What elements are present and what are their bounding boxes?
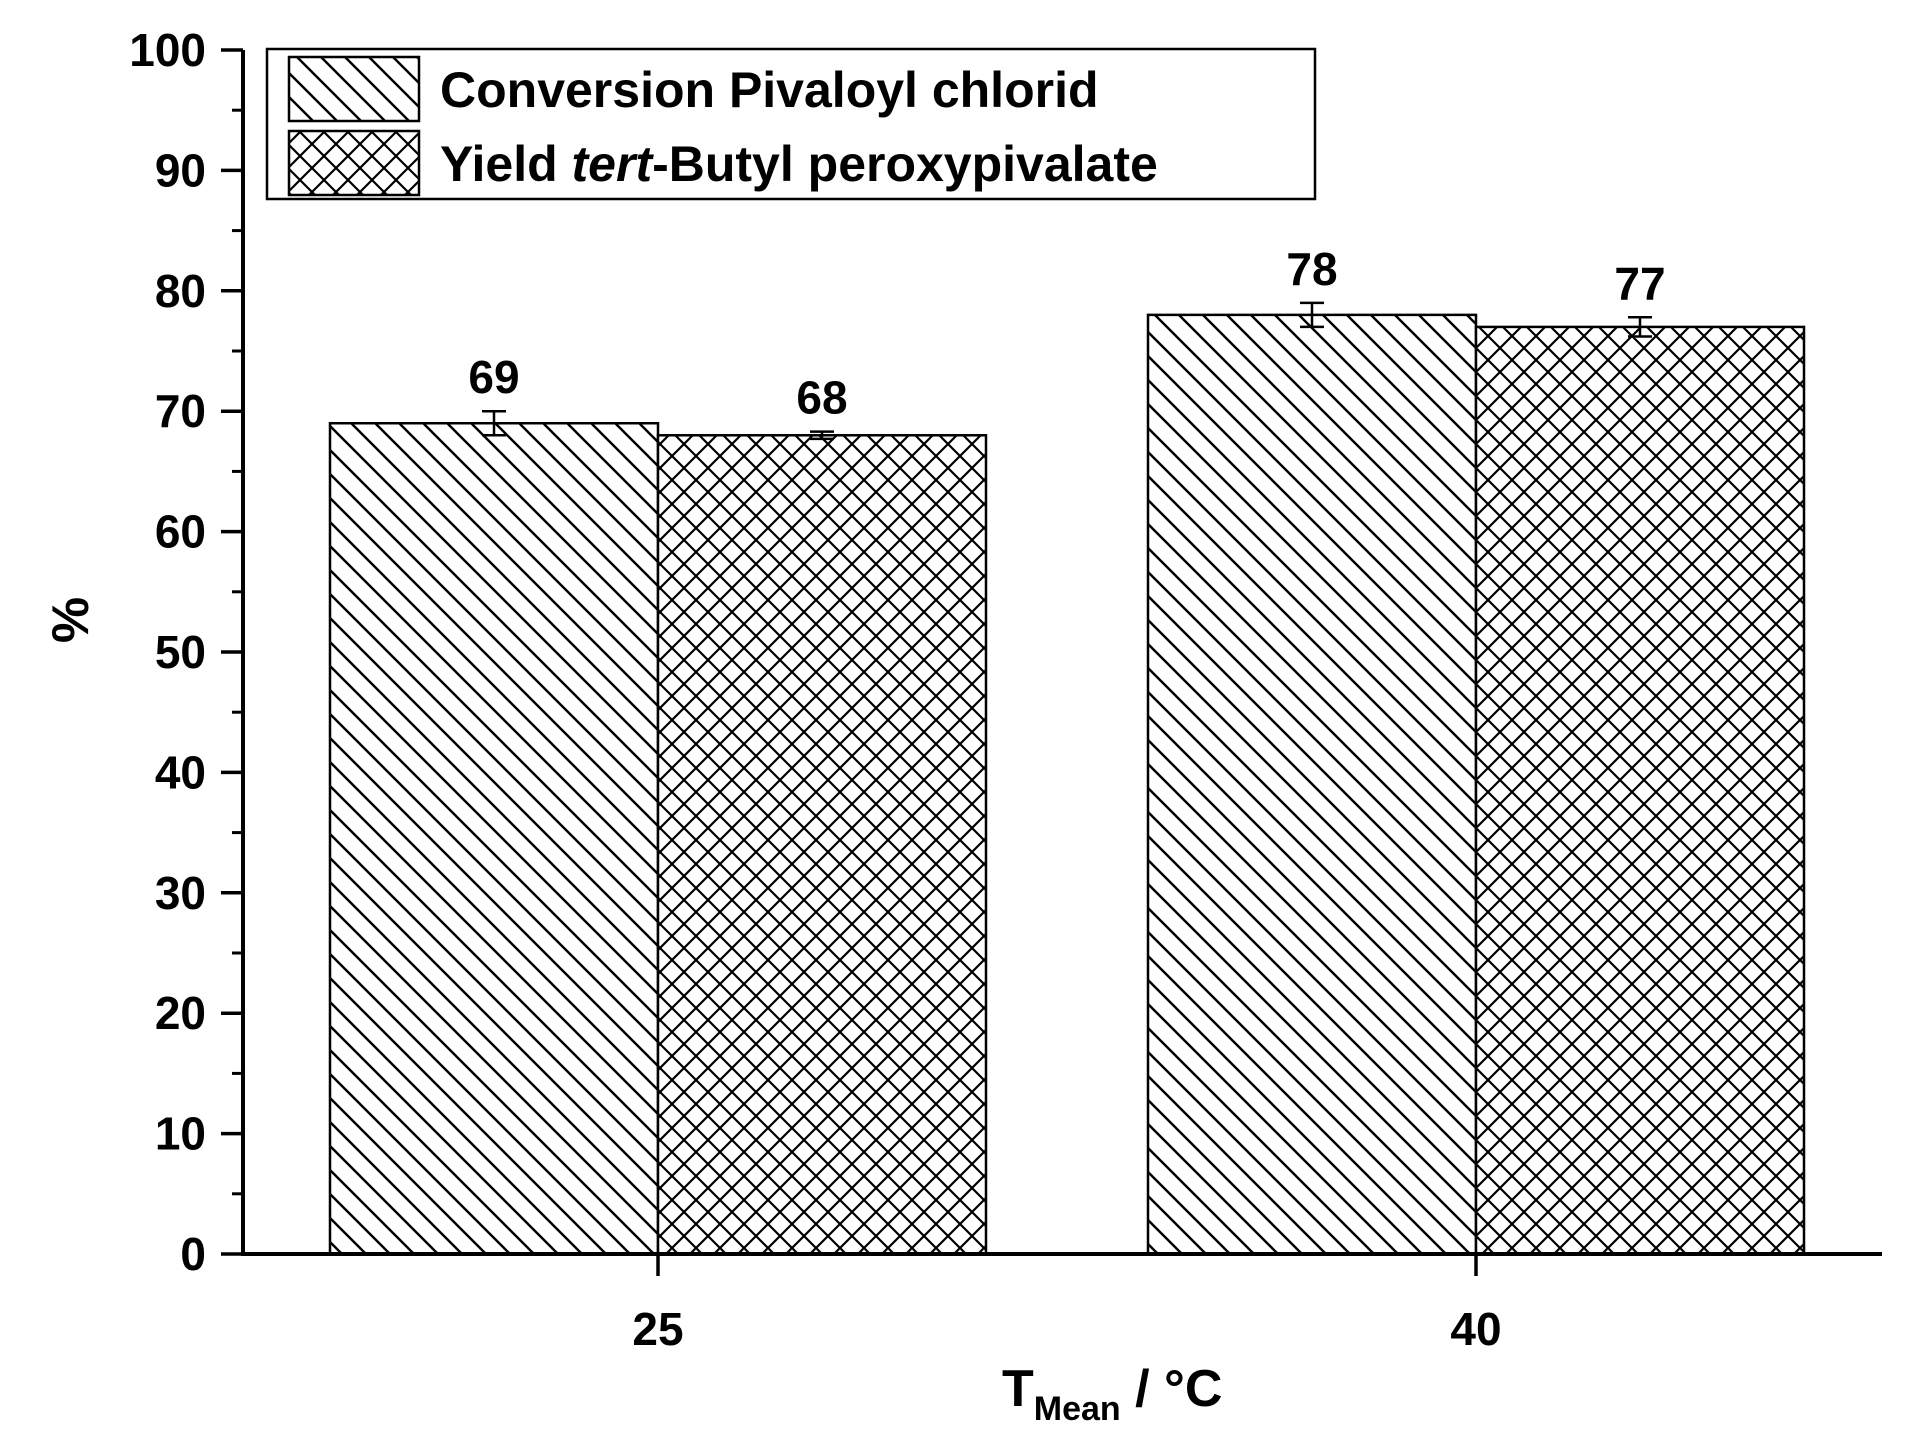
x-axis-title-subscript: Mean <box>1034 1390 1121 1428</box>
x-ticks: 25 40 <box>632 1254 1502 1355</box>
y-ticks: 0 10 20 30 40 50 60 70 80 90 100 <box>129 24 243 1280</box>
bar <box>328 421 660 1256</box>
x-tick-label: 25 <box>632 1303 683 1355</box>
y-tick-label: 10 <box>155 1108 206 1160</box>
data-label: 77 <box>1614 257 1665 309</box>
data-label: 69 <box>468 351 519 403</box>
x-tick-label: 40 <box>1450 1303 1501 1355</box>
legend: Conversion Pivaloyl chlorid Yield tert-B… <box>265 47 1317 201</box>
bar <box>1474 325 1806 1256</box>
y-tick-label: 40 <box>155 746 206 798</box>
y-tick-label: 90 <box>155 144 206 196</box>
bars-layer: 69 68 78 77 <box>328 243 1806 1256</box>
error-bar <box>1628 316 1652 338</box>
data-label: 78 <box>1286 243 1337 295</box>
y-tick-label: 60 <box>155 506 206 558</box>
y-tick-label: 20 <box>155 987 206 1039</box>
y-axis-title: % <box>42 597 100 643</box>
legend-swatch-yield <box>287 129 421 197</box>
error-bar <box>482 409 506 437</box>
y-tick-label: 80 <box>155 265 206 317</box>
error-bar <box>1300 301 1324 329</box>
legend-label-conversion: Conversion Pivaloyl chlorid <box>440 62 1099 118</box>
x-axis-title: TMean / °C <box>1002 1360 1222 1428</box>
legend-label-yield: Yield tert-Butyl peroxypivalate <box>440 136 1158 192</box>
bar <box>1146 313 1478 1256</box>
y-tick-label: 100 <box>129 24 206 76</box>
bar <box>656 434 988 1256</box>
y-tick-label: 0 <box>180 1228 206 1280</box>
error-bar <box>810 430 834 441</box>
data-label: 68 <box>796 372 847 424</box>
x-axis-title-main: T <box>1002 1360 1034 1418</box>
y-tick-label: 30 <box>155 867 206 919</box>
y-tick-label: 70 <box>155 385 206 437</box>
x-axis-title-unit: / °C <box>1121 1360 1223 1418</box>
legend-box <box>265 47 1317 201</box>
y-tick-label: 50 <box>155 626 206 678</box>
legend-swatch-conversion <box>287 55 421 123</box>
